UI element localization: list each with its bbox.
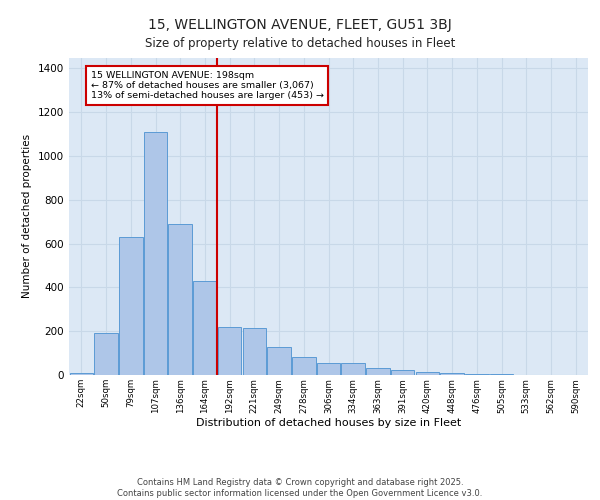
Text: Contains HM Land Registry data © Crown copyright and database right 2025.
Contai: Contains HM Land Registry data © Crown c…	[118, 478, 482, 498]
Bar	[119, 237, 143, 375]
Bar	[218, 327, 241, 375]
Bar	[391, 370, 415, 375]
Bar	[440, 373, 464, 375]
Text: 15 WELLINGTON AVENUE: 198sqm
← 87% of detached houses are smaller (3,067)
13% of: 15 WELLINGTON AVENUE: 198sqm ← 87% of de…	[91, 70, 324, 101]
Bar	[94, 334, 118, 375]
Bar	[193, 281, 217, 375]
Bar	[465, 374, 488, 375]
Text: 15, WELLINGTON AVENUE, FLEET, GU51 3BJ: 15, WELLINGTON AVENUE, FLEET, GU51 3BJ	[148, 18, 452, 32]
X-axis label: Distribution of detached houses by size in Fleet: Distribution of detached houses by size …	[196, 418, 461, 428]
Bar	[169, 224, 192, 375]
Text: Size of property relative to detached houses in Fleet: Size of property relative to detached ho…	[145, 38, 455, 51]
Bar	[341, 363, 365, 375]
Y-axis label: Number of detached properties: Number of detached properties	[22, 134, 32, 298]
Bar	[70, 373, 93, 375]
Bar	[268, 346, 291, 375]
Bar	[317, 363, 340, 375]
Bar	[292, 358, 316, 375]
Bar	[242, 328, 266, 375]
Bar	[490, 374, 513, 375]
Bar	[366, 368, 389, 375]
Bar	[144, 132, 167, 375]
Bar	[416, 372, 439, 375]
